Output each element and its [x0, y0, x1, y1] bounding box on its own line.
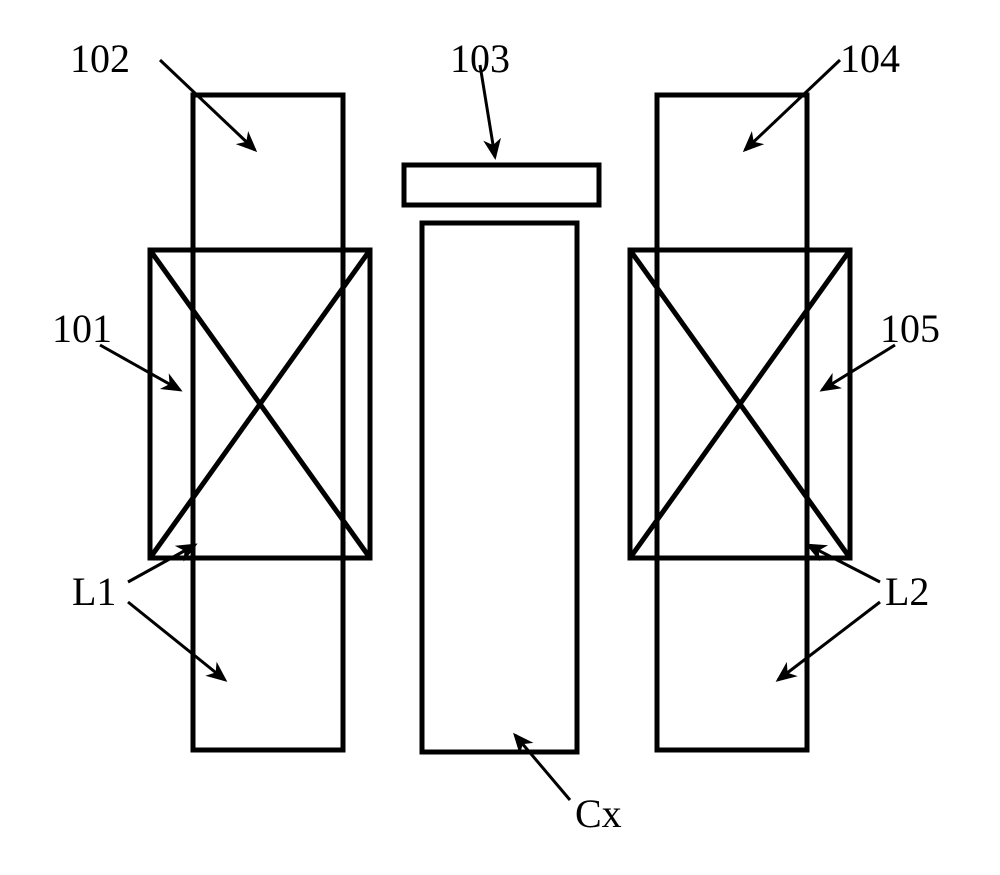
rect-center-column — [422, 223, 577, 752]
label-l2: L2 — [885, 568, 929, 615]
diagram-canvas: 102 103 104 101 105 L1 L2 Cx — [0, 0, 1000, 870]
rect-left-column — [193, 95, 343, 750]
rect-top-bar — [404, 165, 599, 205]
rect-right-column — [657, 95, 807, 750]
arrow-a101 — [100, 345, 180, 390]
label-cx: Cx — [575, 790, 622, 837]
label-103: 103 — [450, 35, 510, 82]
diagram-svg — [0, 0, 1000, 870]
label-104: 104 — [840, 35, 900, 82]
arrow-aL1a — [128, 545, 195, 582]
label-101: 101 — [52, 305, 112, 352]
label-l1: L1 — [72, 568, 116, 615]
label-105: 105 — [880, 305, 940, 352]
label-102: 102 — [70, 35, 130, 82]
